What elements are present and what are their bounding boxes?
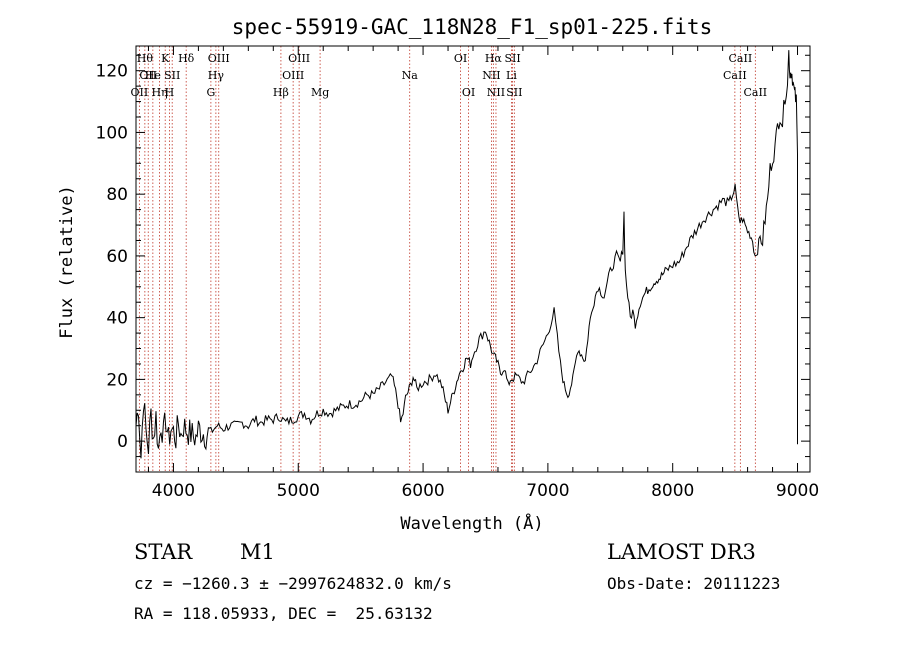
line-label-2: OII — [131, 86, 149, 99]
line-label-14: OIII — [288, 52, 310, 65]
line-label-10: Hγ — [208, 69, 225, 82]
x-tick-label-9000: 9000 — [776, 481, 819, 501]
line-label-19: NII — [482, 69, 500, 82]
line-label-22: Li — [506, 69, 517, 82]
line-label-17: OI — [454, 52, 467, 65]
redshift-cz: cz = −1260.3 ± −2997624832.0 km/s — [134, 574, 452, 593]
line-label-11: OIII — [208, 52, 230, 65]
line-label-4: Hη — [151, 86, 167, 99]
line-label-7: SII — [164, 69, 180, 82]
y-tick-label-20: 20 — [106, 370, 128, 390]
y-tick-label-0: 0 — [117, 432, 128, 452]
y-axis: 0 20 40 60 80 100 120 — [96, 54, 810, 458]
x-tick-label-6000: 6000 — [401, 481, 444, 501]
obs-date: Obs-Date: 20111223 — [607, 574, 781, 593]
y-tick-label-40: 40 — [106, 309, 128, 329]
x-tick-label-7000: 7000 — [526, 481, 569, 501]
line-label-8: Hδ — [178, 52, 195, 65]
x-tick-label-4000: 4000 — [152, 481, 195, 501]
line-label-20: Hα — [485, 52, 503, 65]
line-label-6: H — [165, 86, 175, 99]
y-tick-label-80: 80 — [106, 185, 128, 205]
line-label-1: OII — [139, 69, 157, 82]
line-label-18: OI — [462, 86, 475, 99]
x-tick-label-8000: 8000 — [651, 481, 694, 501]
line-label-25: CaII — [723, 69, 747, 82]
object-class: STAR — [134, 540, 193, 564]
line-label-26: CaII — [729, 52, 753, 65]
y-tick-label-100: 100 — [96, 123, 128, 143]
line-label-24: SII — [506, 86, 522, 99]
flux-series-line — [135, 50, 798, 459]
object-subclass: M1 — [240, 540, 275, 564]
x-axis-label: Wavelength (Å) — [400, 512, 543, 534]
x-axis: 4000 5000 6000 7000 8000 9000 — [147, 46, 819, 501]
spectral-line-markers — [138, 46, 756, 472]
coordinates: RA = 118.05933, DEC = 25.63132 — [134, 604, 433, 623]
y-tick-label-60: 60 — [106, 247, 128, 267]
chart-title: spec-55919-GAC_118N28_F1_sp01-225.fits — [232, 15, 712, 39]
plot-frame — [135, 45, 811, 473]
line-label-13: OIII — [282, 69, 304, 82]
line-label-9: G — [206, 86, 215, 99]
line-label-23: SII — [504, 52, 520, 65]
x-tick-label-5000: 5000 — [277, 481, 320, 501]
y-tick-label-120: 120 — [96, 62, 128, 82]
line-label-15: Mg — [311, 86, 329, 99]
spectral-line-labels: HθOIIOIIHeHηKHSIIHδGHγOIIIHβOIIIOIIIMgNa… — [131, 52, 768, 99]
line-label-5: K — [161, 52, 170, 65]
line-label-0: Hθ — [137, 52, 154, 65]
line-label-16: Na — [402, 69, 419, 82]
line-label-27: CaII — [743, 86, 767, 99]
line-label-12: Hβ — [273, 86, 289, 99]
survey-name: LAMOST DR3 — [607, 540, 756, 564]
y-axis-label: Flux (relative) — [57, 185, 77, 339]
line-label-21: NII — [487, 86, 505, 99]
line-label-3: He — [145, 69, 161, 82]
